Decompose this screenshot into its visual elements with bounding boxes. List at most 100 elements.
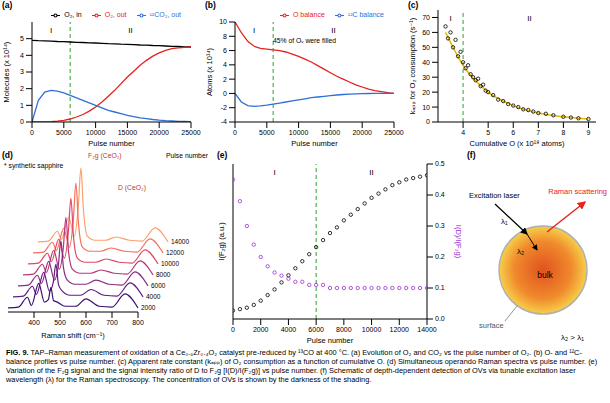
svg-text:I: I	[253, 26, 255, 35]
svg-text:500: 500	[54, 319, 66, 326]
svg-text:Pulse number: Pulse number	[88, 139, 135, 148]
svg-text:10000: 10000	[289, 129, 309, 136]
svg-text:0: 0	[20, 118, 24, 125]
svg-text:12000: 12000	[166, 249, 184, 256]
svg-text:5: 5	[20, 35, 24, 42]
svg-text:6000: 6000	[308, 326, 324, 333]
svg-text:8: 8	[561, 129, 565, 136]
svg-text:0: 0	[223, 90, 227, 97]
svg-text:8000: 8000	[336, 326, 352, 333]
svg-text:800: 800	[132, 319, 144, 326]
svg-text:25000: 25000	[384, 129, 404, 136]
svg-text:λ₁: λ₁	[501, 217, 508, 226]
svg-text:0.5: 0.5	[435, 160, 445, 167]
svg-text:Molecules (x 10¹⁴): Molecules (x 10¹⁴)	[2, 41, 11, 102]
svg-text:Cumulative O (x 10¹⁸ atoms): Cumulative O (x 10¹⁸ atoms)	[470, 139, 565, 148]
svg-text:Pulse number: Pulse number	[291, 139, 338, 148]
svg-text:0.3: 0.3	[435, 222, 445, 229]
svg-text:Pulse number: Pulse number	[307, 336, 354, 345]
svg-text:40: 40	[422, 59, 430, 66]
html-text:(c): (c)	[408, 0, 419, 10]
svg-text:8: 8	[223, 33, 227, 40]
svg-text:5000: 5000	[259, 129, 275, 136]
svg-text:I: I	[449, 14, 451, 23]
svg-text:0.2: 0.2	[435, 253, 445, 260]
svg-text:2: 2	[20, 85, 24, 92]
svg-text:4000: 4000	[281, 326, 297, 333]
svg-text:0.0: 0.0	[435, 315, 445, 322]
svg-text:20000: 20000	[149, 129, 169, 136]
svg-text:I: I	[273, 168, 275, 177]
svg-text:4: 4	[223, 61, 227, 68]
svg-text:Atoms (x 10¹⁴): Atoms (x 10¹⁴)	[205, 47, 214, 96]
svg-text:0: 0	[30, 129, 34, 136]
svg-text:I(F₂g) (a.u.): I(F₂g) (a.u.)	[217, 222, 226, 261]
svg-text:14000: 14000	[171, 238, 189, 245]
svg-text:6: 6	[511, 129, 515, 136]
html-text:O₂, in: O₂, in	[64, 11, 82, 18]
svg-text:14000: 14000	[417, 326, 437, 333]
svg-text:50: 50	[422, 44, 430, 51]
svg-text:3: 3	[20, 68, 24, 75]
svg-text:-2: -2	[221, 104, 227, 111]
svg-text:4: 4	[20, 52, 24, 59]
svg-text:kₐₚₚ for O₂ consumption (s⁻¹): kₐₚₚ for O₂ consumption (s⁻¹)	[408, 17, 417, 114]
html-text:(f): (f)	[467, 150, 476, 160]
svg-text:II: II	[331, 26, 335, 35]
svg-text:700: 700	[106, 319, 118, 326]
html-text:O₂, out: O₂, out	[104, 11, 127, 18]
svg-text:10000: 10000	[86, 129, 106, 136]
svg-text:0: 0	[233, 129, 237, 136]
svg-text:bulk: bulk	[537, 270, 553, 280]
svg-text:10: 10	[422, 104, 430, 111]
html-text:(b): (b)	[205, 0, 216, 10]
svg-text:λ₂: λ₂	[517, 247, 524, 256]
svg-text:15000: 15000	[321, 129, 341, 136]
html-text:(a): (a)	[2, 0, 13, 10]
svg-text:60: 60	[422, 29, 430, 36]
svg-text:2: 2	[223, 76, 227, 83]
svg-text:6: 6	[223, 47, 227, 54]
svg-text:I(D)/I(F₂g): I(D)/I(F₂g)	[454, 225, 463, 259]
svg-text:Raman scattering: Raman scattering	[548, 187, 607, 196]
html-text:(d): (d)	[2, 150, 13, 160]
svg-text:5: 5	[486, 129, 490, 136]
svg-text:6000: 6000	[151, 282, 166, 289]
svg-text:8000: 8000	[156, 271, 171, 278]
svg-text:Raman shift (cm⁻¹): Raman shift (cm⁻¹)	[41, 331, 105, 340]
svg-text:5000: 5000	[56, 129, 72, 136]
svg-text:7: 7	[536, 129, 540, 136]
svg-text:-4: -4	[221, 118, 227, 125]
svg-text:15000: 15000	[118, 129, 138, 136]
html-text:FIG. 9. TAP–Raman measurement: FIG. 9. TAP–Raman measurement of oxidati…	[6, 348, 598, 384]
svg-text:400: 400	[28, 319, 40, 326]
svg-text:λ₂ > λ₁: λ₂ > λ₁	[561, 333, 584, 342]
svg-text:II: II	[369, 168, 373, 177]
svg-text:20000: 20000	[352, 129, 372, 136]
svg-text:Excitation laser: Excitation laser	[469, 191, 520, 200]
svg-text:30: 30	[422, 74, 430, 81]
svg-text:25000: 25000	[181, 129, 201, 136]
svg-text:4000: 4000	[146, 293, 161, 300]
svg-text:0: 0	[426, 118, 430, 125]
svg-text:1: 1	[20, 102, 24, 109]
svg-text:600: 600	[80, 319, 92, 326]
svg-text:I: I	[50, 26, 52, 35]
svg-text:12000: 12000	[390, 326, 410, 333]
svg-text:0: 0	[231, 326, 235, 333]
svg-text:0.1: 0.1	[435, 284, 445, 291]
svg-text:10: 10	[219, 18, 227, 25]
html-text:(e): (e)	[217, 150, 228, 160]
svg-text:9: 9	[587, 129, 591, 136]
svg-text:surface: surface	[479, 321, 504, 330]
svg-text:2000: 2000	[253, 326, 269, 333]
svg-text:II: II	[527, 14, 531, 23]
svg-text:20: 20	[422, 89, 430, 96]
svg-text:2000: 2000	[141, 304, 156, 311]
svg-text:II: II	[128, 26, 132, 35]
svg-text:10000: 10000	[161, 260, 179, 267]
svg-text:10000: 10000	[362, 326, 382, 333]
svg-text:4: 4	[461, 129, 465, 136]
svg-text:70: 70	[422, 14, 430, 21]
svg-text:0.4: 0.4	[435, 191, 445, 198]
